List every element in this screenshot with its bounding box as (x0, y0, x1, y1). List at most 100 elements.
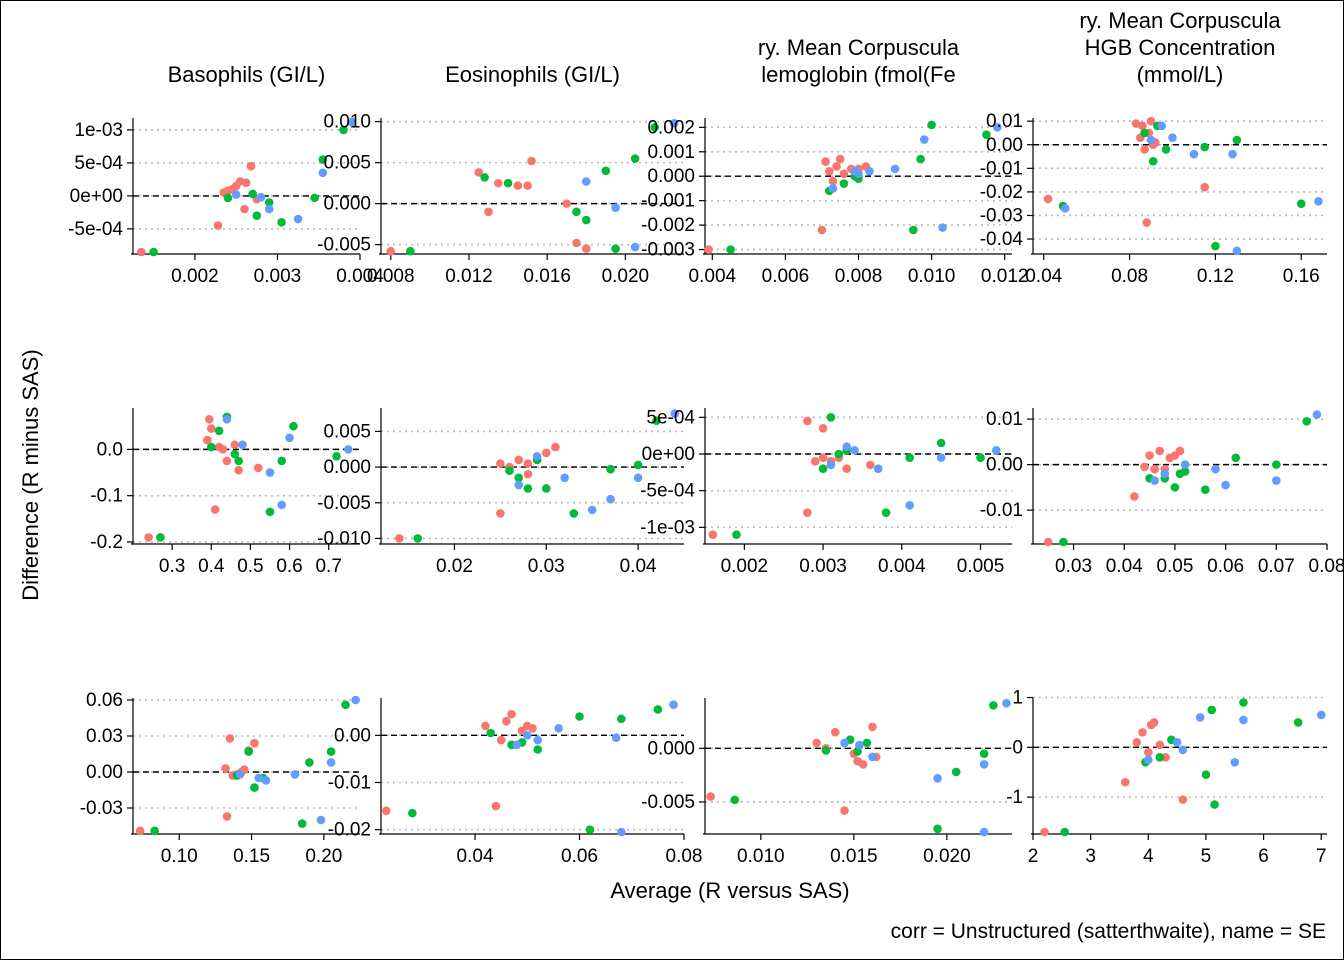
data-point-series-3 (290, 770, 300, 779)
panels: Basophils (GI/L) -5e-04 0e+00 5e-04 1e-03 0.0… (68, 8, 1344, 867)
y-tick-label: 0.00 (986, 455, 1023, 476)
y-tick-label: 0.005 (323, 421, 371, 442)
x-tick-label: 0.03 (1055, 556, 1092, 577)
data-point-series-3 (1157, 121, 1167, 131)
data-point-series-1 (484, 207, 493, 217)
data-point-series-2 (1211, 241, 1220, 251)
x-tick-label: 0.3 (159, 556, 185, 577)
data-point-series-2 (265, 507, 275, 517)
data-point-series-1 (866, 460, 875, 470)
data-point-series-1 (474, 168, 484, 177)
data-point-series-2 (933, 824, 942, 834)
data-point-series-1 (493, 178, 503, 188)
data-point-series-1 (507, 709, 516, 719)
x-tick-label: 7 (1316, 846, 1327, 867)
data-point-series-2 (149, 247, 158, 257)
y-tick-label: -0.010 (317, 528, 371, 549)
data-point-series-2 (726, 245, 735, 254)
x-tick-label: 0.03 (528, 556, 565, 577)
data-point-series-2 (277, 218, 286, 227)
data-point-series-1 (203, 435, 212, 445)
data-point-series-3 (1211, 464, 1220, 474)
data-point-series-2 (1293, 718, 1303, 727)
y-tick-label: 0.000 (323, 194, 371, 215)
x-tick-label: 0.016 (523, 266, 571, 287)
data-point-series-1 (381, 806, 391, 816)
data-point-series-3 (1178, 745, 1188, 755)
data-point-series-2 (936, 438, 946, 448)
data-point-series-2 (297, 819, 307, 828)
x-tick-label: 0.7 (315, 556, 341, 577)
data-point-series-1 (513, 181, 523, 190)
data-point-series-2 (633, 460, 643, 470)
x-tick-label: 0.020 (923, 846, 971, 867)
data-point-series-2 (250, 783, 259, 792)
data-point-series-2 (252, 211, 262, 220)
data-point-series-3 (522, 731, 532, 740)
data-point-series-3 (933, 774, 942, 783)
data-point-series-3 (919, 135, 929, 144)
data-point-series-2 (1201, 770, 1211, 780)
x-tick-label: 3 (1085, 846, 1096, 867)
x-tick-label: 0.07 (1258, 556, 1295, 577)
x-tick-label: 0.04 (620, 556, 657, 577)
data-point-series-2 (305, 758, 314, 767)
data-point-series-1 (803, 416, 812, 426)
data-point-series-1 (1043, 194, 1053, 204)
data-point-series-2 (413, 534, 423, 543)
y-tick-label: 0.00 (86, 762, 123, 783)
data-point-series-3 (1272, 476, 1281, 485)
x-tick-label: 0.012 (981, 266, 1029, 287)
data-point-series-3 (826, 460, 836, 470)
data-point-series-1 (803, 508, 812, 517)
data-point-series-3 (855, 740, 864, 750)
data-point-series-2 (264, 198, 274, 207)
data-point-series-1 (832, 162, 841, 171)
x-tick-label: 5 (1201, 846, 1212, 867)
data-point-series-3 (842, 442, 851, 451)
data-point-series-1 (234, 465, 243, 475)
data-point-series-1 (496, 735, 506, 745)
x-tick-label: 0.008 (835, 266, 883, 287)
data-point-series-1 (1175, 446, 1185, 456)
data-point-series-3 (1230, 757, 1240, 767)
y-tick-label: 0.01 (986, 409, 1023, 430)
data-point-series-1 (502, 716, 511, 726)
data-point-series-3 (222, 414, 232, 424)
y-tick-label: 5e-04 (646, 407, 695, 428)
data-point-series-1 (210, 505, 220, 514)
data-point-series-2 (541, 484, 551, 493)
data-point-series-3 (611, 733, 621, 743)
data-point-series-1 (1132, 738, 1142, 747)
x-tick-label: 0.5 (237, 556, 263, 577)
data-point-series-2 (881, 508, 891, 517)
data-point-series-3 (1314, 197, 1323, 206)
data-point-series-2 (862, 738, 872, 748)
data-point-series-2 (1272, 460, 1281, 469)
y-tick-label: 1e-03 (74, 120, 123, 141)
data-point-series-2 (480, 173, 489, 182)
data-point-series-1 (481, 721, 490, 731)
data-point-series-3 (1221, 480, 1230, 490)
data-point-series-2 (1148, 156, 1158, 166)
data-point-series-3 (235, 770, 245, 779)
data-point-series-2 (1232, 135, 1242, 145)
data-point-series-3 (1316, 710, 1326, 720)
data-point-series-2 (951, 767, 961, 777)
data-point-series-2 (572, 207, 581, 217)
data-point-series-3 (873, 464, 883, 473)
data-point-series-2 (839, 179, 849, 188)
data-point-series-1 (868, 722, 877, 732)
data-point-series-1 (562, 199, 572, 208)
y-tick-label: -0.02 (328, 820, 371, 841)
y-tick-label: 0.002 (647, 117, 695, 138)
x-tick-label: 0.04 (457, 846, 494, 867)
data-point-series-1 (1140, 462, 1149, 472)
panel-7: Hematocrit-1e-03-5e-040e+005e-040.0020.0… (640, 407, 1012, 577)
data-point-series-2 (569, 509, 579, 518)
data-point-series-1 (704, 245, 713, 254)
data-point-series-1 (840, 806, 849, 815)
data-point-series-1 (830, 727, 840, 737)
data-point-series-3 (293, 214, 303, 224)
data-point-series-1 (1040, 827, 1049, 837)
